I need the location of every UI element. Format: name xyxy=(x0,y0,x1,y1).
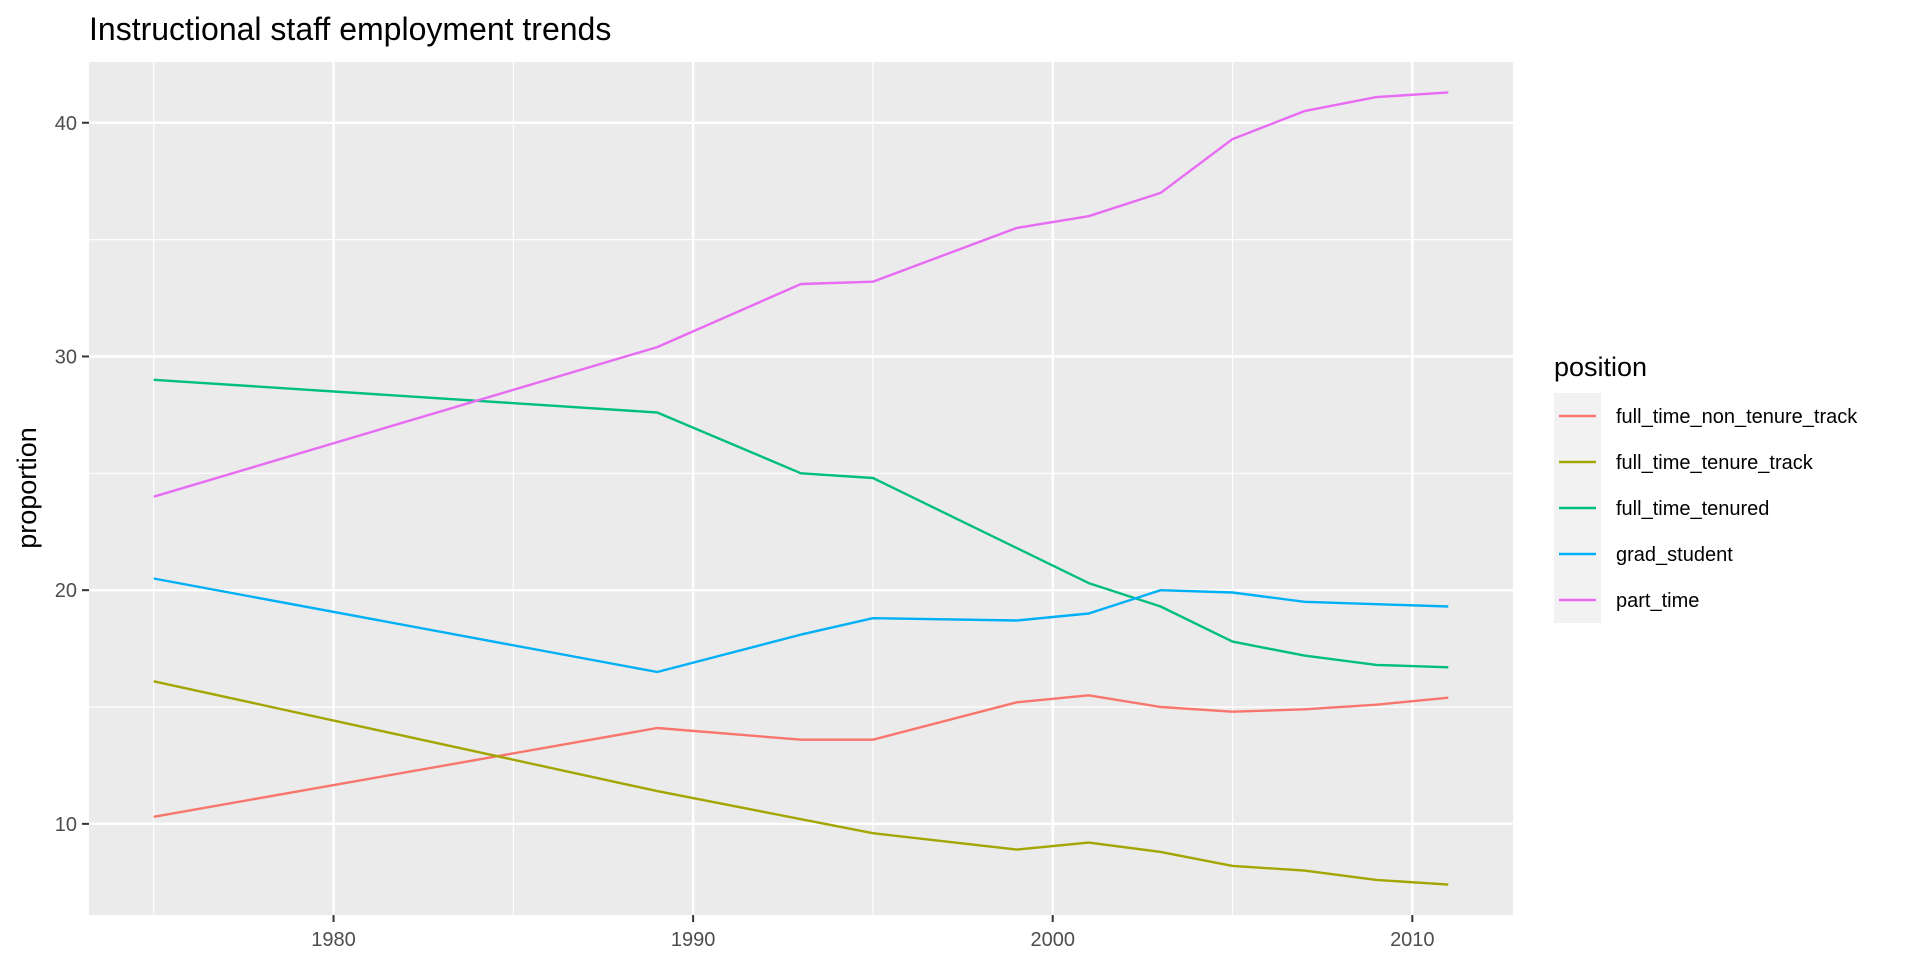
legend-label: full_time_non_tenure_track xyxy=(1616,406,1858,428)
x-tick-label: 1980 xyxy=(311,929,356,951)
y-tick-label: 20 xyxy=(55,580,77,602)
x-tick-label: 2000 xyxy=(1030,929,1075,951)
series-line-part-time xyxy=(153,91,1449,498)
legend: position full_time_non_tenure_track full_… xyxy=(1554,352,1858,623)
series-lines xyxy=(153,91,1449,886)
series-line-full-time-tenured xyxy=(153,378,1449,669)
y-axis: 10 20 30 40 xyxy=(55,113,89,836)
series-line-full-time-tenure-track xyxy=(153,680,1449,886)
x-tick-label: 2010 xyxy=(1390,929,1435,951)
legend-label: grad_student xyxy=(1616,544,1733,566)
series-line-full-time-non-tenure-track xyxy=(153,694,1449,818)
y-tick-label: 10 xyxy=(55,814,77,836)
y-axis-title: proportion xyxy=(12,427,42,549)
x-axis: 1980 1990 2000 2010 xyxy=(311,915,1435,951)
legend-label: full_time_tenured xyxy=(1616,498,1769,520)
legend-label: full_time_tenure_track xyxy=(1616,452,1814,474)
legend-label: part_time xyxy=(1616,590,1699,612)
y-tick-label: 30 xyxy=(55,346,77,368)
series-line-grad-student xyxy=(153,577,1449,674)
legend-title: position xyxy=(1554,352,1647,382)
plot-panel xyxy=(89,62,1513,915)
chart-title: Instructional staff employment trends xyxy=(89,11,611,47)
y-tick-label: 40 xyxy=(55,113,77,135)
x-tick-label: 1990 xyxy=(671,929,716,951)
